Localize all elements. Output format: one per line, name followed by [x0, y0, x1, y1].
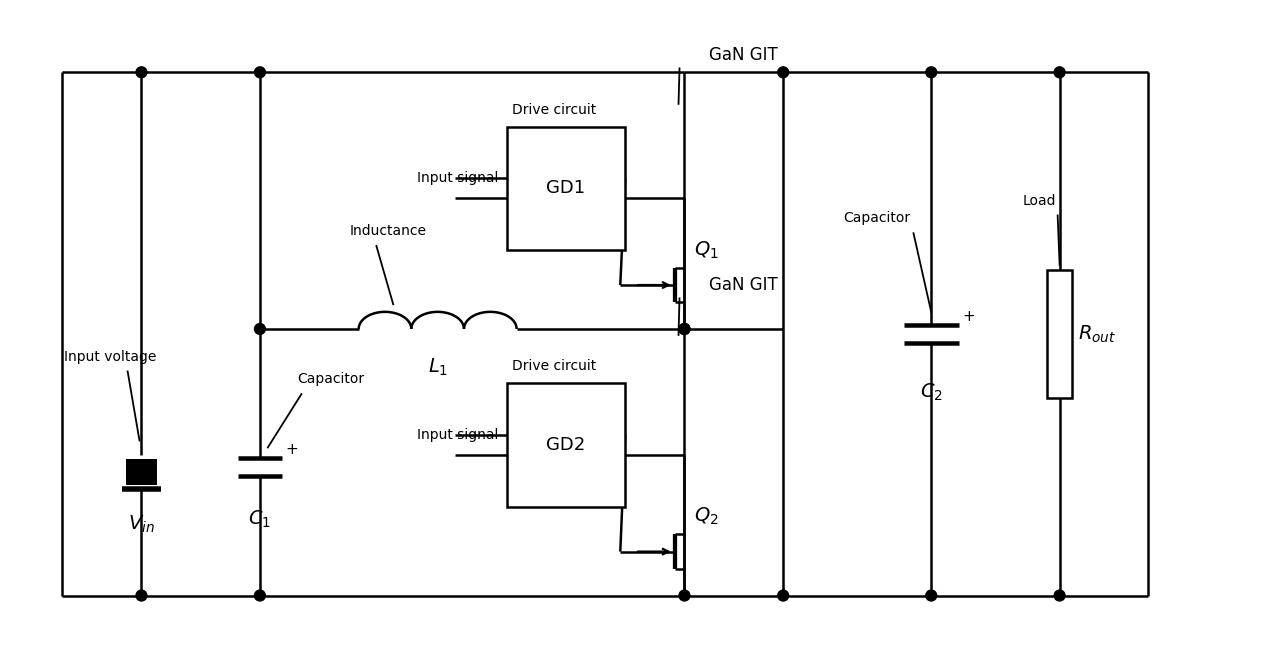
Circle shape	[254, 324, 266, 334]
Circle shape	[679, 324, 690, 334]
Circle shape	[1054, 590, 1064, 601]
Text: GD1: GD1	[547, 179, 586, 198]
Circle shape	[926, 67, 937, 78]
Text: GaN GIT: GaN GIT	[709, 46, 778, 64]
Text: Input signal: Input signal	[417, 428, 499, 442]
Bar	[507, 383, 625, 507]
Bar	[126, 459, 157, 485]
Bar	[1046, 269, 1072, 398]
Text: $Q_1$: $Q_1$	[695, 239, 719, 261]
Circle shape	[926, 590, 937, 601]
Text: Drive circuit: Drive circuit	[512, 360, 596, 373]
Circle shape	[254, 67, 266, 78]
Bar	[507, 127, 625, 250]
Text: $Q_2$: $Q_2$	[695, 506, 719, 527]
Text: $L_1$: $L_1$	[428, 356, 448, 378]
Text: $R_{\mathregular{out}}$: $R_{\mathregular{out}}$	[1079, 323, 1117, 345]
Circle shape	[136, 590, 146, 601]
Circle shape	[778, 590, 788, 601]
Text: GaN GIT: GaN GIT	[709, 277, 778, 294]
Circle shape	[254, 590, 266, 601]
Circle shape	[136, 67, 146, 78]
Text: $V_{\mathregular{in}}$: $V_{\mathregular{in}}$	[128, 513, 155, 535]
Text: GD2: GD2	[547, 436, 586, 454]
Text: $C_2$: $C_2$	[919, 381, 942, 403]
Text: Inductance: Inductance	[349, 224, 426, 238]
Text: Input voltage: Input voltage	[64, 349, 157, 364]
Circle shape	[679, 324, 690, 334]
Circle shape	[778, 67, 788, 78]
Circle shape	[679, 590, 690, 601]
Text: $C_1$: $C_1$	[248, 509, 271, 530]
Text: Load: Load	[1023, 194, 1057, 207]
Text: Capacitor: Capacitor	[298, 372, 365, 387]
Text: Drive circuit: Drive circuit	[512, 103, 596, 116]
Circle shape	[1054, 67, 1064, 78]
Text: Capacitor: Capacitor	[844, 211, 910, 226]
Text: Input signal: Input signal	[417, 171, 499, 186]
Text: +: +	[285, 442, 298, 457]
Text: +: +	[963, 309, 976, 324]
